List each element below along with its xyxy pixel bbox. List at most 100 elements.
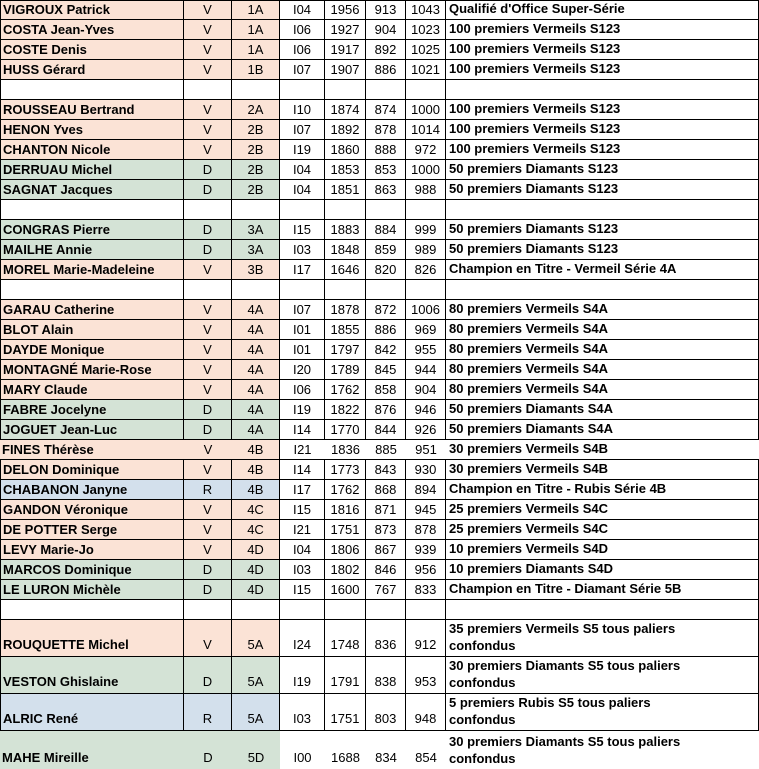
cell-player-name[interactable] xyxy=(0,200,184,220)
cell-club-code[interactable]: I14 xyxy=(280,420,325,440)
cell-player-name[interactable] xyxy=(0,600,184,620)
cell-qualification-text[interactable] xyxy=(446,200,759,220)
cell-player-name[interactable]: ALRIC René xyxy=(0,694,184,731)
cell-score-2[interactable]: 892 xyxy=(366,40,406,60)
cell-series[interactable]: 1B xyxy=(232,60,280,80)
cell-score-3[interactable]: 826 xyxy=(406,260,446,280)
cell-score-2[interactable]: 886 xyxy=(366,60,406,80)
cell-score-3[interactable]: 948 xyxy=(406,694,446,731)
cell-qualification-text[interactable]: 80 premiers Vermeils S4A xyxy=(446,300,759,320)
cell-score-1[interactable]: 1773 xyxy=(325,460,366,480)
cell-category-letter[interactable]: D xyxy=(184,400,232,420)
cell-category-letter[interactable]: V xyxy=(184,440,232,460)
cell-player-name[interactable] xyxy=(0,280,184,300)
cell-score-1[interactable]: 1802 xyxy=(325,560,366,580)
cell-category-letter[interactable]: D xyxy=(184,420,232,440)
cell-score-1[interactable]: 1600 xyxy=(325,580,366,600)
cell-player-name[interactable] xyxy=(0,80,184,100)
cell-player-name[interactable]: JOGUET Jean-Luc xyxy=(0,420,184,440)
cell-qualification-text[interactable]: 10 premiers Diamants S4D xyxy=(446,560,759,580)
cell-qualification-text[interactable]: 80 premiers Vermeils S4A xyxy=(446,320,759,340)
cell-player-name[interactable]: VIGROUX Patrick xyxy=(0,0,184,20)
cell-qualification-text[interactable] xyxy=(446,80,759,100)
cell-score-1[interactable]: 1848 xyxy=(325,240,366,260)
cell-category-letter[interactable]: V xyxy=(184,340,232,360)
cell-score-3[interactable]: 951 xyxy=(406,440,446,460)
cell-score-2[interactable]: 878 xyxy=(366,120,406,140)
cell-category-letter[interactable] xyxy=(184,280,232,300)
cell-score-3[interactable]: 956 xyxy=(406,560,446,580)
cell-category-letter[interactable]: V xyxy=(184,380,232,400)
cell-player-name[interactable]: LEVY Marie-Jo xyxy=(0,540,184,560)
cell-score-2[interactable]: 858 xyxy=(366,380,406,400)
cell-score-2[interactable]: 838 xyxy=(366,657,406,694)
cell-series[interactable]: 4D xyxy=(232,580,280,600)
cell-score-1[interactable] xyxy=(325,80,366,100)
cell-score-1[interactable]: 1688 xyxy=(331,750,360,765)
cell-club-code[interactable]: I07 xyxy=(280,120,325,140)
cell-qualification-text[interactable]: Champion en Titre - Rubis Série 4B xyxy=(446,480,759,500)
cell-player-name[interactable]: DERRUAU Michel xyxy=(0,160,184,180)
cell-player-name[interactable]: CONGRAS Pierre xyxy=(0,220,184,240)
cell-club-code[interactable]: I01 xyxy=(280,320,325,340)
cell-player-name[interactable]: COSTA Jean-Yves xyxy=(0,20,184,40)
cell-player-name[interactable]: GARAU Catherine xyxy=(0,300,184,320)
cell-score-2[interactable]: 867 xyxy=(366,540,406,560)
cell-qualification-text[interactable]: 5 premiers Rubis S5 tous paliers confond… xyxy=(446,694,759,731)
cell-score-3[interactable]: 930 xyxy=(406,460,446,480)
cell-category-letter[interactable]: D xyxy=(184,160,232,180)
cell-category-letter[interactable]: D xyxy=(184,180,232,200)
cell-category-letter[interactable]: V xyxy=(184,460,232,480)
cell-series[interactable] xyxy=(232,280,280,300)
cell-score-1[interactable]: 1791 xyxy=(325,657,366,694)
cell-club-code[interactable]: I21 xyxy=(280,440,325,460)
cell-club-code[interactable]: I19 xyxy=(280,400,325,420)
cell-qualification-text[interactable]: 50 premiers Diamants S123 xyxy=(446,180,759,200)
cell-score-2[interactable]: 845 xyxy=(366,360,406,380)
cell-series[interactable] xyxy=(232,600,280,620)
cell-category-letter[interactable]: D xyxy=(184,580,232,600)
cell-series[interactable]: 4A xyxy=(232,360,280,380)
cell-series[interactable]: 4A xyxy=(232,340,280,360)
cell-score-1[interactable]: 1762 xyxy=(325,380,366,400)
cell-series[interactable] xyxy=(232,200,280,220)
cell-score-1[interactable] xyxy=(325,600,366,620)
cell-series[interactable]: 4A xyxy=(232,420,280,440)
cell-category-letter[interactable]: V xyxy=(184,320,232,340)
cell-score-1[interactable]: 1855 xyxy=(325,320,366,340)
cell-club-code[interactable]: I15 xyxy=(280,500,325,520)
cell-qualification-text[interactable] xyxy=(446,600,759,620)
cell-player-name[interactable]: DELON Dominique xyxy=(0,460,184,480)
cell-score-3[interactable]: 1021 xyxy=(406,60,446,80)
cell-category-letter[interactable]: D xyxy=(184,560,232,580)
cell-club-code[interactable]: I04 xyxy=(280,180,325,200)
cell-score-2[interactable]: 874 xyxy=(366,100,406,120)
cell-qualification-text[interactable]: 100 premiers Vermeils S123 xyxy=(446,120,759,140)
cell-score-2[interactable]: 767 xyxy=(366,580,406,600)
cell-qualification-text[interactable]: 50 premiers Diamants S4A xyxy=(446,420,759,440)
cell-score-1[interactable] xyxy=(325,280,366,300)
cell-qualification-text[interactable]: 35 premiers Vermeils S5 tous paliers con… xyxy=(446,620,759,657)
cell-score-2[interactable]: 868 xyxy=(366,480,406,500)
cell-series[interactable]: 4A xyxy=(232,320,280,340)
cell-score-1[interactable]: 1851 xyxy=(325,180,366,200)
cell-score-3[interactable]: 1023 xyxy=(406,20,446,40)
cell-qualification-text[interactable]: 100 premiers Vermeils S123 xyxy=(446,100,759,120)
cell-qualification-text[interactable]: 80 premiers Vermeils S4A xyxy=(446,340,759,360)
cell-club-code[interactable] xyxy=(280,600,325,620)
cell-qualification-text[interactable]: 30 premiers Diamants S5 tous paliers con… xyxy=(449,734,681,766)
cell-score-3[interactable]: 953 xyxy=(406,657,446,694)
cell-category-letter[interactable]: V xyxy=(184,120,232,140)
cell-category-letter[interactable]: R xyxy=(184,694,232,731)
cell-player-name[interactable]: MAILHE Annie xyxy=(0,240,184,260)
cell-club-code[interactable]: I07 xyxy=(280,300,325,320)
cell-club-code[interactable]: I15 xyxy=(280,220,325,240)
cell-category-letter[interactable]: D xyxy=(184,731,232,769)
cell-score-3[interactable] xyxy=(406,80,446,100)
cell-player-name[interactable]: DE POTTER Serge xyxy=(0,520,184,540)
cell-score-3[interactable]: 1000 xyxy=(406,160,446,180)
cell-score-2[interactable]: 904 xyxy=(366,20,406,40)
cell-qualification-text[interactable]: 30 premiers Diamants S5 tous paliers con… xyxy=(446,657,759,694)
cell-club-code[interactable]: I19 xyxy=(280,657,325,694)
cell-score-3[interactable]: 854 xyxy=(415,750,437,765)
